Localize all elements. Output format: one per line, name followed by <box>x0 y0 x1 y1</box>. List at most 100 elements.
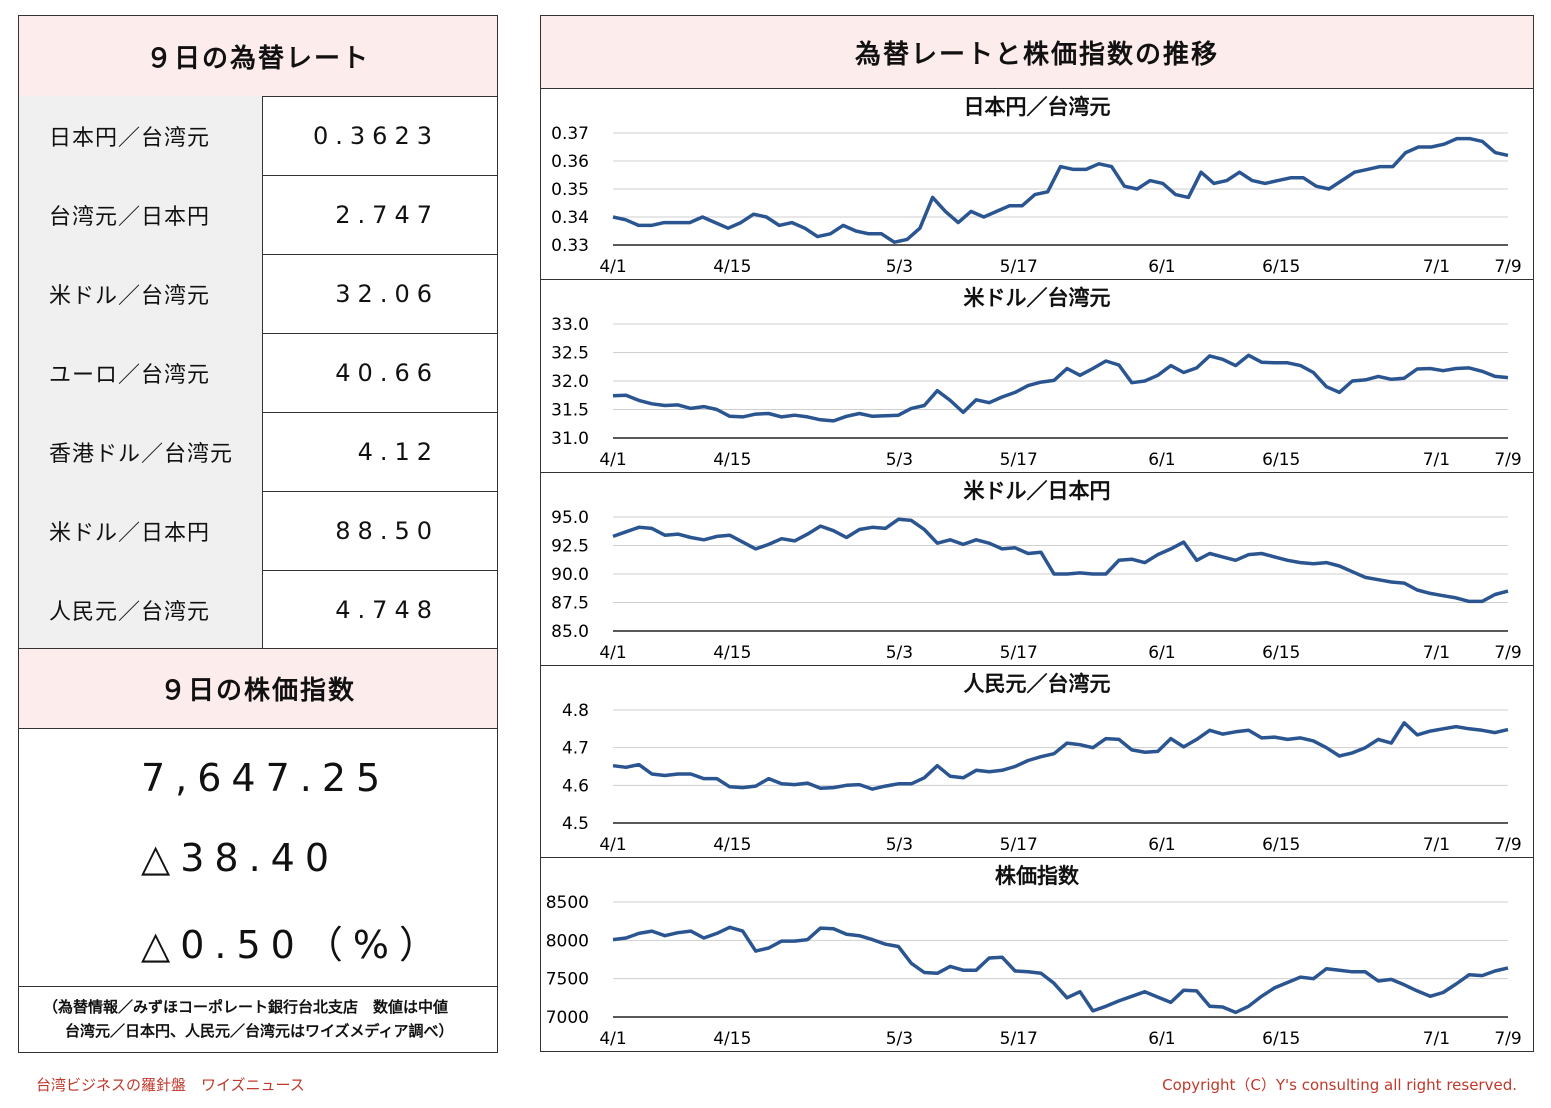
y-tick-label: 0.35 <box>551 180 589 200</box>
series-line <box>612 353 1509 423</box>
x-tick-label: 7/1 <box>1423 835 1450 855</box>
charts-panel-title: 為替レートと株価指数の推移 <box>541 16 1533 89</box>
series-line <box>612 925 1509 1015</box>
rate-value: 40.66 <box>335 358 439 387</box>
x-tick-label: 6/15 <box>1262 450 1300 470</box>
y-tick-label: 32.5 <box>551 344 589 364</box>
x-tick-label: 4/1 <box>599 643 626 663</box>
x-tick-label: 6/1 <box>1148 643 1175 663</box>
x-tick-label: 4/1 <box>599 835 626 855</box>
chart-title: 人民元／台湾元 <box>963 672 1111 696</box>
series-line <box>612 136 1509 244</box>
chart-2: 米ドル／台湾元 33.0 32.5 32.0 31.5 31.0 4/1 4/15 5/3 5/1… <box>541 279 1533 473</box>
y-tick-label: 4.8 <box>562 701 589 721</box>
source-note: （為替情報／みずほコーポレート銀行台北支店 数値は中値 台湾元／日本円、人民元／… <box>19 986 497 1052</box>
chart-title: 株価指数 <box>995 864 1079 888</box>
rate-row: 米ドル／日本円 88.50 <box>19 491 497 571</box>
y-tick-label: 4.6 <box>562 776 589 796</box>
y-tick-label: 31.5 <box>551 401 589 421</box>
x-tick-label: 5/3 <box>886 835 913 855</box>
line-chart: 95.0 92.5 90.0 87.5 85.0 4/1 4/15 5/3 5/17 6/1 6/1… <box>551 508 1522 663</box>
y-tick-label: 95.0 <box>551 508 589 528</box>
rate-value: 32.06 <box>335 279 439 308</box>
x-tick-label: 6/15 <box>1262 643 1300 663</box>
line-chart: 4.8 4.7 4.6 4.5 4/1 4/15 5/3 5/17 6/1 6/15 7/1 7/9 <box>562 701 1522 855</box>
chart-title: 日本円／台湾元 <box>963 95 1111 119</box>
x-tick-label: 7/9 <box>1494 1029 1521 1049</box>
x-tick-label: 6/1 <box>1148 450 1175 470</box>
x-tick-label: 7/1 <box>1423 643 1450 663</box>
y-tick-label: 8000 <box>546 931 589 951</box>
x-tick-label: 4/15 <box>713 1029 751 1049</box>
y-tick-label: 0.34 <box>551 208 589 228</box>
x-tick-label: 7/1 <box>1423 257 1450 277</box>
x-tick-label: 4/1 <box>599 450 626 470</box>
x-tick-label: 5/17 <box>1000 1029 1038 1049</box>
rate-row: 人民元／台湾元 4.748 <box>19 570 497 650</box>
y-tick-label: 0.37 <box>551 124 589 144</box>
rate-value: 2.747 <box>335 200 439 229</box>
rate-row: ユーロ／台湾元 40.66 <box>19 333 497 413</box>
x-tick-label: 7/9 <box>1494 835 1521 855</box>
y-tick-label: 32.0 <box>551 372 589 392</box>
x-tick-label: 4/1 <box>599 1029 626 1049</box>
line-chart: 0.37 0.36 0.35 0.34 0.33 4/1 4/15 5/3 5/17 6/1 6/1… <box>551 124 1522 277</box>
rate-row: 日本円／台湾元 0.3623 <box>19 96 497 176</box>
x-tick-label: 4/1 <box>599 257 626 277</box>
y-tick-label: 33.0 <box>551 315 589 335</box>
y-tick-label: 4.5 <box>562 814 589 834</box>
rate-value: 0.3623 <box>313 121 439 150</box>
x-tick-label: 5/3 <box>886 450 913 470</box>
x-tick-label: 4/15 <box>713 643 751 663</box>
footer-copyright: Copyright（C）Y's consulting all right res… <box>1162 1076 1517 1094</box>
y-tick-label: 8500 <box>546 893 589 913</box>
series-line <box>612 721 1509 791</box>
x-tick-label: 5/17 <box>1000 835 1038 855</box>
chart-title: 米ドル／日本円 <box>963 479 1111 503</box>
source-note-line1: （為替情報／みずほコーポレート銀行台北支店 数値は中値 <box>43 998 449 1016</box>
x-tick-label: 6/15 <box>1262 257 1300 277</box>
x-tick-label: 6/1 <box>1148 835 1175 855</box>
x-tick-label: 6/1 <box>1148 257 1175 277</box>
rate-row: 香港ドル／台湾元 4.12 <box>19 412 497 492</box>
x-tick-label: 7/1 <box>1423 450 1450 470</box>
rate-label: ユーロ／台湾元 <box>19 333 263 412</box>
chart-5: 株価指数 8500 8000 7500 7000 4/1 4/15 5/3 5/17 6/1 6/1… <box>541 857 1533 1052</box>
x-tick-label: 4/15 <box>713 835 751 855</box>
line-chart: 33.0 32.5 32.0 31.5 31.0 4/1 4/15 5/3 5/17 6/1 6/1… <box>551 315 1522 470</box>
x-tick-label: 7/9 <box>1494 257 1521 277</box>
x-tick-label: 5/17 <box>1000 257 1038 277</box>
x-tick-label: 4/15 <box>713 450 751 470</box>
y-tick-label: 4.7 <box>562 739 589 759</box>
rate-value: 4.748 <box>335 595 439 624</box>
x-tick-label: 5/3 <box>886 643 913 663</box>
x-tick-label: 7/9 <box>1494 643 1521 663</box>
x-tick-label: 5/17 <box>1000 450 1038 470</box>
rate-value: 4.12 <box>357 437 439 466</box>
y-tick-label: 90.0 <box>551 565 589 585</box>
chart-title: 米ドル／台湾元 <box>963 286 1111 310</box>
rates-panel-title: ９日の為替レート <box>19 16 497 97</box>
source-note-line2: 台湾元／日本円、人民元／台湾元はワイズメディア調べ） <box>65 1022 454 1040</box>
x-tick-label: 6/1 <box>1148 1029 1175 1049</box>
index-change-percent: △0.50（%） <box>141 923 447 967</box>
x-tick-label: 5/3 <box>886 257 913 277</box>
rate-label: 人民元／台湾元 <box>19 570 263 649</box>
footer-brand: 台湾ビジネスの羅針盤 ワイズニュース <box>36 1076 305 1094</box>
rate-row: 米ドル／台湾元 32.06 <box>19 254 497 334</box>
y-tick-label: 85.0 <box>551 622 589 642</box>
x-tick-label: 6/15 <box>1262 1029 1300 1049</box>
y-tick-label: 0.33 <box>551 236 589 256</box>
index-change: △38.40 <box>141 836 340 880</box>
y-tick-label: 0.36 <box>551 152 589 172</box>
y-tick-label: 7500 <box>546 970 589 990</box>
chart-3: 米ドル／日本円 95.0 92.5 90.0 87.5 85.0 4/1 4/15 5/3 5/1… <box>541 472 1533 666</box>
x-tick-label: 5/17 <box>1000 643 1038 663</box>
y-tick-label: 92.5 <box>551 537 589 557</box>
line-chart: 8500 8000 7500 7000 4/1 4/15 5/3 5/17 6/1 6/15 7/1… <box>546 893 1522 1049</box>
series-line <box>612 517 1509 604</box>
x-tick-label: 5/3 <box>886 1029 913 1049</box>
x-tick-label: 7/1 <box>1423 1029 1450 1049</box>
y-tick-label: 7000 <box>546 1008 589 1028</box>
index-value: 7,647.25 <box>141 756 391 800</box>
